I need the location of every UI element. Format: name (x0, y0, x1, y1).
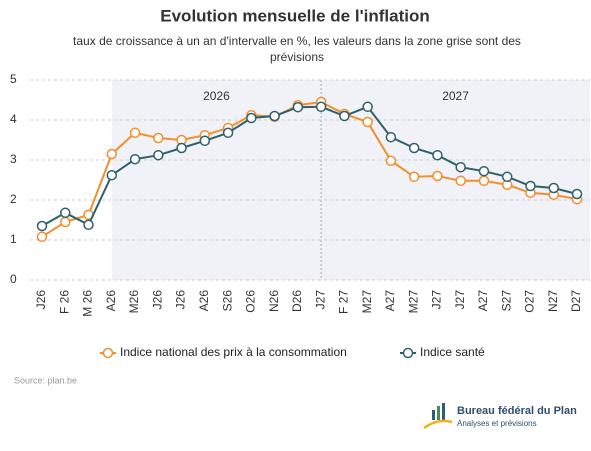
point (501, 171, 513, 183)
point (36, 231, 48, 243)
point (362, 101, 373, 113)
point (129, 153, 141, 165)
x-tick-label: M27 (406, 290, 420, 314)
x-tick-label: A27 (476, 290, 490, 312)
x-tick-label: M 26 (81, 290, 95, 317)
logo-bar (442, 403, 445, 420)
legend-label: Indice santé (420, 345, 485, 359)
forecast-zone (111, 80, 591, 280)
x-tick-label: J27 (313, 290, 327, 310)
point (455, 175, 466, 187)
point (478, 165, 490, 177)
point (106, 169, 118, 181)
x-tick-label: J27 (430, 290, 444, 310)
x-tick-label: J26 (174, 290, 188, 310)
x-tick-label: A26 (197, 290, 211, 312)
x-tick-label: S26 (220, 290, 234, 312)
legend-label: Indice national des prix à la consommati… (120, 345, 347, 359)
y-tick-label: 3 (10, 152, 17, 166)
point (432, 149, 443, 161)
point (385, 131, 397, 143)
point (315, 101, 327, 113)
x-tick-label: O27 (523, 290, 537, 313)
chart-title: Evolution mensuelle de l'inflation (160, 6, 429, 25)
point (129, 127, 141, 139)
point (385, 155, 397, 167)
point (478, 175, 490, 187)
point (222, 127, 234, 139)
y-tick-label: 5 (10, 72, 17, 86)
x-tick-label: S27 (499, 290, 513, 312)
point (36, 220, 48, 232)
x-tick-label: F 26 (57, 290, 71, 314)
x-tick-label: J26 (34, 290, 48, 310)
point (83, 219, 94, 231)
y-tick-label: 2 (10, 192, 17, 206)
point (153, 132, 164, 144)
y-tick-label: 1 (10, 232, 17, 246)
point (199, 135, 211, 147)
x-tick-label: F 27 (337, 290, 351, 314)
point (408, 171, 420, 183)
chart-subtitle: taux de croissance à un an d'intervalle … (73, 34, 521, 48)
point (60, 207, 71, 219)
point (571, 188, 583, 200)
y-tick-label: 0 (10, 272, 17, 286)
point (525, 180, 536, 192)
source: Source: plan.be (14, 375, 77, 385)
point (246, 112, 257, 124)
x-tick-label: M26 (127, 290, 141, 314)
x-tick-label: N27 (546, 290, 560, 312)
legend-marker (402, 347, 414, 359)
x-tick-label: A27 (383, 290, 397, 312)
logo-tagline: Analyses et prévisions (457, 419, 537, 428)
point (362, 116, 373, 128)
period-label: 2027 (442, 89, 469, 103)
period-label: 2026 (203, 89, 230, 103)
x-tick-label: D27 (569, 290, 583, 312)
x-tick-label: O26 (244, 290, 258, 313)
logo-bar (432, 410, 435, 420)
x-tick-label: N26 (267, 290, 281, 312)
y-tick-label: 4 (10, 112, 17, 126)
point (176, 142, 187, 154)
point (455, 161, 466, 173)
logo: Bureau fédéral du Plan Analyses et prévi… (423, 403, 577, 430)
chart-subtitle: prévisions (270, 50, 324, 64)
logo-swoosh (423, 419, 453, 430)
point (548, 182, 559, 194)
logo-bar (437, 406, 440, 420)
point (408, 142, 420, 154)
logo-name: Bureau fédéral du Plan (457, 405, 577, 417)
point (60, 216, 71, 228)
point (339, 110, 350, 122)
x-tick-label: J26 (150, 290, 164, 310)
x-tick-label: J27 (453, 290, 467, 310)
x-tick-label: D26 (290, 290, 304, 312)
point (269, 110, 280, 122)
point (106, 148, 118, 160)
point (292, 101, 304, 113)
x-tick-label: A26 (104, 290, 118, 312)
legend-marker (102, 347, 114, 359)
point (432, 170, 443, 182)
point (153, 149, 164, 161)
x-tick-label: M27 (360, 290, 374, 314)
